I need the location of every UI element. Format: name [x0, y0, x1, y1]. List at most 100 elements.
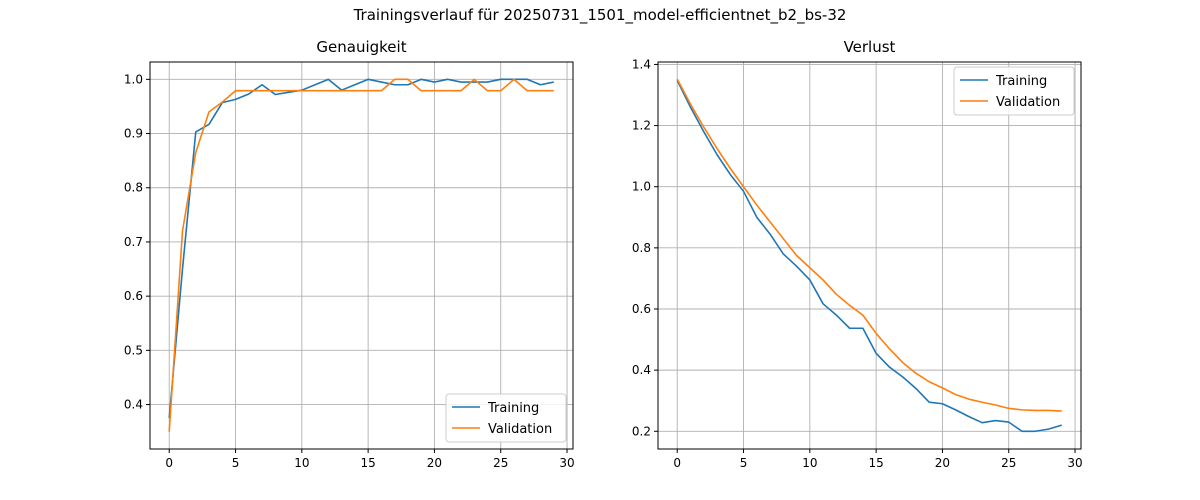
accuracy-training-point — [326, 77, 330, 81]
accuracy-validation-point — [406, 77, 410, 81]
loss-validation-point — [980, 400, 984, 404]
loss-y-tick-label: 1.0 — [632, 180, 651, 194]
accuracy-x-tick-label: 30 — [559, 456, 574, 470]
accuracy-x-tick-label: 20 — [427, 456, 442, 470]
accuracy-training-point — [393, 83, 397, 87]
loss-x-tick-label: 15 — [868, 456, 883, 470]
accuracy-validation-point — [207, 110, 211, 114]
loss-validation-point — [1060, 409, 1064, 413]
loss-validation-point — [1020, 408, 1024, 412]
loss-y-tick-label: 0.4 — [632, 363, 651, 377]
loss-training-point — [967, 415, 971, 419]
loss-training-point — [901, 375, 905, 379]
figure-title: Trainingsverlauf für 20250731_1501_model… — [353, 6, 847, 24]
accuracy-validation-point — [472, 77, 476, 81]
accuracy-validation-point — [485, 89, 489, 93]
loss-validation-point — [993, 403, 997, 407]
accuracy-x-tick-label: 25 — [493, 456, 508, 470]
loss-axes: 0 5 10 15 20 25 30 0.2 0.4 0.6 0.8 1.0 1.2 1.4 Verlus… — [632, 38, 1083, 470]
accuracy-training-point — [539, 83, 543, 87]
loss-y-tick-label: 1.4 — [632, 57, 651, 71]
accuracy-training-point — [485, 80, 489, 84]
accuracy-x-tick-label: 10 — [294, 456, 309, 470]
accuracy-validation-point — [313, 89, 317, 93]
accuracy-training-point — [459, 80, 463, 84]
accuracy-axes: 0 5 10 15 20 25 30 0.4 0.5 0.6 0.7 0.8 0.9 1.0 Genaui… — [124, 38, 575, 470]
accuracy-training-point — [419, 77, 423, 81]
accuracy-validation-point — [419, 89, 423, 93]
loss-ticks: 0 5 10 15 20 25 30 0.2 0.4 0.6 0.8 1.0 1.2 1.4 — [632, 57, 1083, 470]
loss-validation-point — [874, 331, 878, 335]
accuracy-training-point — [552, 80, 556, 84]
accuracy-training-point — [379, 80, 383, 84]
loss-chart-title: Verlust — [844, 38, 896, 56]
accuracy-training-point — [446, 77, 450, 81]
loss-validation-point — [861, 313, 865, 317]
loss-grid — [658, 62, 1081, 449]
accuracy-training-point — [194, 130, 198, 134]
accuracy-validation-point — [393, 77, 397, 81]
accuracy-validation-point — [539, 89, 543, 93]
accuracy-training-point — [366, 77, 370, 81]
accuracy-validation-point — [512, 77, 516, 81]
accuracy-training-point — [353, 83, 357, 87]
loss-validation-point — [808, 266, 812, 270]
accuracy-y-tick-label: 0.4 — [124, 398, 143, 412]
loss-plot-area — [675, 77, 1064, 433]
loss-validation-point — [1047, 408, 1051, 412]
loss-validation-point — [901, 360, 905, 364]
loss-legend: Training Validation — [953, 66, 1075, 116]
loss-validation-point — [768, 220, 772, 224]
loss-validation-point — [728, 166, 732, 170]
loss-training-point — [728, 172, 732, 176]
loss-validation-point — [848, 303, 852, 307]
loss-validation-point — [715, 147, 719, 151]
accuracy-legend-training-label: Training — [487, 401, 539, 416]
loss-training-point — [795, 264, 799, 268]
loss-training-point — [861, 326, 865, 330]
loss-training-point — [874, 351, 878, 355]
loss-training-point — [755, 215, 759, 219]
loss-validation-point — [834, 292, 838, 296]
loss-training-point — [954, 408, 958, 412]
loss-validation-point — [795, 254, 799, 258]
loss-validation-point — [927, 380, 931, 384]
loss-training-point — [1033, 429, 1037, 433]
loss-training-point — [1060, 423, 1064, 427]
accuracy-training-point — [313, 83, 317, 87]
accuracy-x-tick-label: 15 — [360, 456, 375, 470]
loss-training-point — [821, 302, 825, 306]
accuracy-validation-point — [353, 89, 357, 93]
loss-training-point — [1007, 420, 1011, 424]
accuracy-validation-point — [379, 89, 383, 93]
accuracy-ticks: 0 5 10 15 20 25 30 0.4 0.5 0.6 0.7 0.8 0.9 1.0 — [124, 72, 575, 470]
accuracy-validation-point — [459, 89, 463, 93]
loss-training-point — [980, 421, 984, 425]
loss-training-point — [848, 326, 852, 330]
loss-training-point — [887, 365, 891, 369]
loss-training-point — [1020, 429, 1024, 433]
loss-validation-point — [702, 125, 706, 129]
loss-validation-point — [954, 393, 958, 397]
accuracy-y-tick-label: 0.7 — [124, 235, 143, 249]
loss-y-tick-label: 1.2 — [632, 119, 651, 133]
loss-x-tick-label: 10 — [802, 456, 817, 470]
loss-validation-point — [887, 347, 891, 351]
accuracy-validation-point — [300, 89, 304, 93]
loss-validation-point — [742, 185, 746, 189]
accuracy-grid — [150, 62, 573, 449]
accuracy-validation-point — [260, 89, 264, 93]
accuracy-training-point — [406, 83, 410, 87]
loss-series-validation-line — [676, 78, 1062, 412]
loss-validation-point — [675, 77, 679, 81]
accuracy-validation-point — [552, 89, 556, 93]
accuracy-training-point — [432, 80, 436, 84]
loss-validation-point — [1033, 408, 1037, 412]
loss-training-point — [993, 419, 997, 423]
loss-training-point — [808, 278, 812, 282]
accuracy-validation-point — [247, 89, 251, 93]
accuracy-x-tick-label: 0 — [165, 456, 173, 470]
accuracy-validation-point — [446, 89, 450, 93]
loss-x-tick-label: 30 — [1067, 456, 1082, 470]
